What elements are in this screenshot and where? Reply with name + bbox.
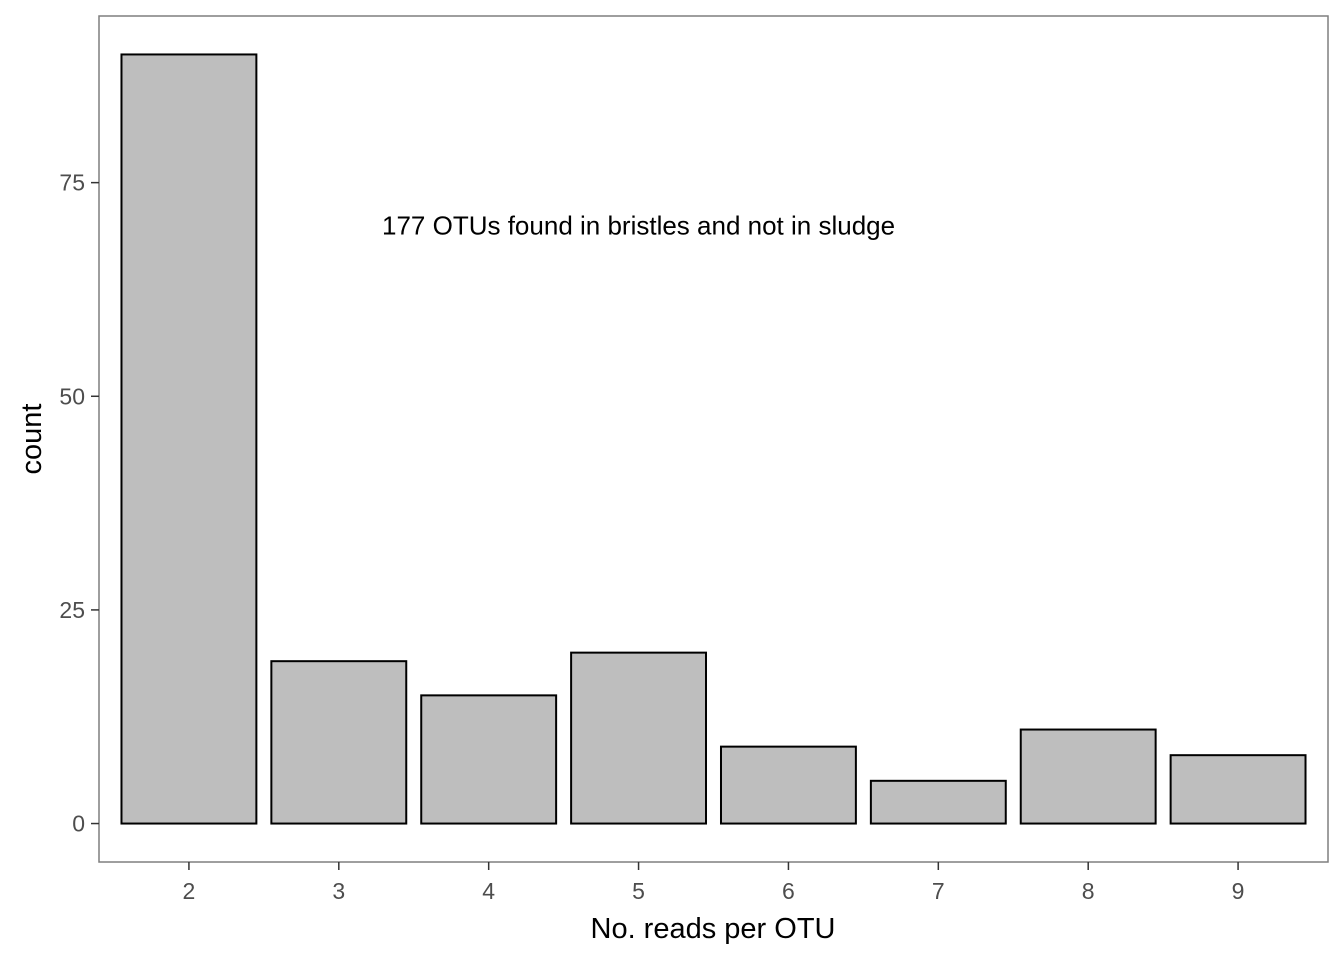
y-tick-label: 50 [59,383,85,409]
x-tick-label: 4 [482,878,495,904]
y-tick-label: 25 [59,597,85,623]
bar-2 [120,53,258,825]
y-axis-title: count [16,404,48,475]
bars [120,53,1307,825]
x-tick-label: 9 [1232,878,1245,904]
bar-3 [270,660,408,825]
x-tick-label: 8 [1082,878,1095,904]
y-tick-label: 75 [59,170,85,196]
y-tick-label: 0 [72,811,85,837]
x-axis-title: No. reads per OTU [591,913,836,945]
x-tick-label: 7 [932,878,945,904]
x-tick-label: 3 [332,878,345,904]
annotation-text: 177 OTUs found in bristles and not in sl… [382,210,895,240]
bar-6 [719,745,857,825]
x-tick-label: 5 [632,878,645,904]
bar-7 [869,779,1007,825]
x-tick-label: 2 [183,878,196,904]
x-tick-label: 6 [782,878,795,904]
bar-4 [420,694,558,825]
bar-9 [1169,754,1307,825]
bar-8 [1019,728,1157,825]
bar-5 [570,651,708,825]
y-axis: 0 25 50 75 [59,170,99,837]
x-axis: 2 3 4 5 6 7 8 9 [183,862,1245,904]
